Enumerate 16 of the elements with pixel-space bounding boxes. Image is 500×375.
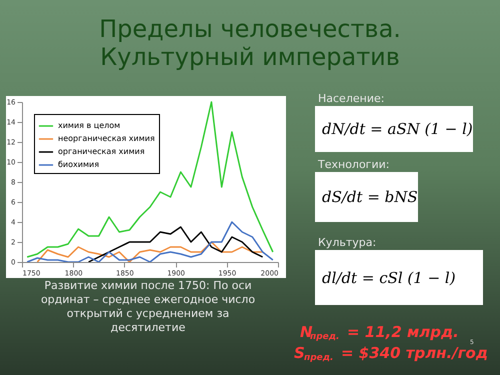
text: dN/dt = aSN (1 − l) — [322, 120, 473, 138]
legend-label: биохимия — [58, 160, 100, 169]
line-series — [26, 221, 274, 263]
line-series — [26, 101, 274, 258]
text: Культура: — [318, 236, 376, 249]
text: Технологии: — [317, 158, 390, 171]
legend-label: органическая химия — [58, 147, 145, 156]
text: dl/dt = cSl (1 − l) — [322, 269, 456, 287]
legend-label: химия в целом — [58, 121, 120, 130]
text: Развитие химии после 1750: По оси ординат – среднее ежегодное число открытий с усреднением за десятилетие — [40, 279, 256, 334]
line-series — [88, 226, 264, 263]
text: Население: — [318, 92, 384, 105]
line-series — [36, 241, 264, 263]
text: dS/dt = bNS — [322, 188, 418, 206]
legend-label: неорганическая химия — [58, 134, 155, 143]
chart-title: Пределы человечества. Культурный императив — [99, 15, 401, 71]
